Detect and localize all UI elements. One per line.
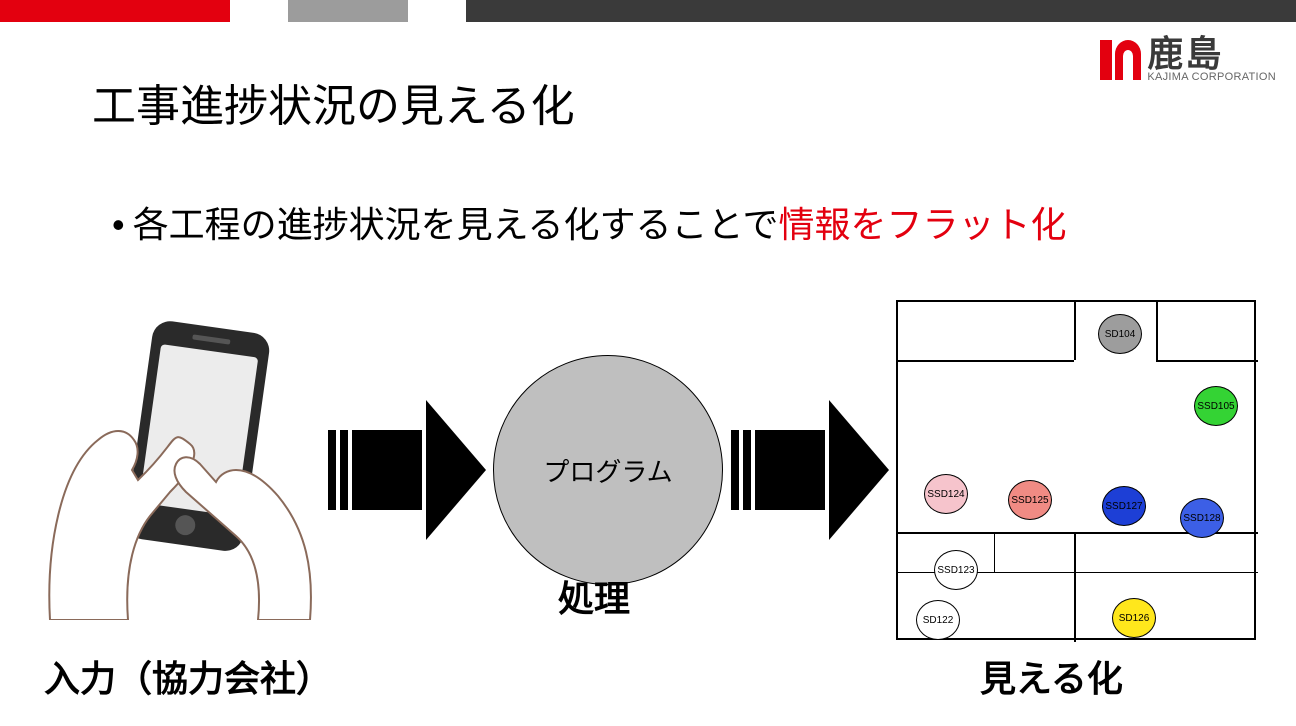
input-column bbox=[40, 320, 320, 620]
arrow-icon bbox=[328, 400, 486, 540]
plan-wall bbox=[994, 532, 995, 572]
logo-mark-icon bbox=[1100, 40, 1141, 80]
topbar-segment bbox=[466, 0, 1296, 22]
topbar-segment bbox=[230, 0, 288, 22]
company-logo: 鹿島 KAJIMA CORPORATION bbox=[1100, 36, 1276, 83]
phone-hands-illustration bbox=[40, 320, 320, 620]
plan-node: SSD127 bbox=[1102, 486, 1146, 526]
process-column: プログラム bbox=[493, 355, 723, 585]
topbar-segment bbox=[0, 0, 230, 22]
program-circle: プログラム bbox=[493, 355, 723, 585]
plan-node: SSD128 bbox=[1180, 498, 1224, 538]
plan-wall bbox=[1074, 302, 1076, 360]
plan-node: SSD125 bbox=[1008, 480, 1052, 520]
top-accent-bar bbox=[0, 0, 1296, 22]
bullet-highlight: 情報をフラット化 bbox=[778, 196, 1066, 248]
logo-subtext: KAJIMA CORPORATION bbox=[1147, 72, 1276, 83]
output-column: SD104 SSD105 SSD124 SSD125 SSD127 SSD128 SSD12… bbox=[896, 300, 1256, 640]
topbar-segment bbox=[408, 0, 466, 22]
logo-arch-icon bbox=[1115, 40, 1141, 80]
plan-node: SD122 bbox=[916, 600, 960, 640]
slide-title: 工事進捗状況の見える化 bbox=[92, 70, 575, 134]
bullet-marker: • bbox=[112, 204, 125, 246]
topbar-segment bbox=[288, 0, 408, 22]
plan-node: SD104 bbox=[1098, 314, 1142, 354]
floorplan-diagram: SD104 SSD105 SSD124 SSD125 SSD127 SSD128 SSD12… bbox=[896, 300, 1256, 640]
plan-wall bbox=[1156, 302, 1158, 360]
bullet-point: • 各工程の進捗状況を見える化することで 情報をフラット化 bbox=[112, 196, 1066, 248]
process-flow: プログラム SD104 SSD105 SSD124 SSD125 SSD127 SSD12… bbox=[40, 300, 1256, 640]
plan-node: SSD105 bbox=[1194, 386, 1238, 426]
logo-kanji: 鹿島 bbox=[1147, 36, 1276, 72]
plan-wall bbox=[1156, 360, 1258, 362]
bullet-prefix: 各工程の進捗状況を見える化することで bbox=[133, 196, 779, 248]
arrow-icon bbox=[731, 400, 889, 540]
output-label: 見える化 bbox=[980, 650, 1123, 702]
plan-wall bbox=[1074, 532, 1076, 642]
plan-wall bbox=[898, 360, 1074, 362]
program-label: プログラム bbox=[543, 452, 672, 489]
input-label: 入力（協力会社） bbox=[44, 650, 332, 702]
plan-node: SSD124 bbox=[924, 474, 968, 514]
plan-node: SD126 bbox=[1112, 598, 1156, 638]
plan-node: SSD123 bbox=[934, 550, 978, 590]
process-label: 処理 bbox=[558, 570, 630, 622]
